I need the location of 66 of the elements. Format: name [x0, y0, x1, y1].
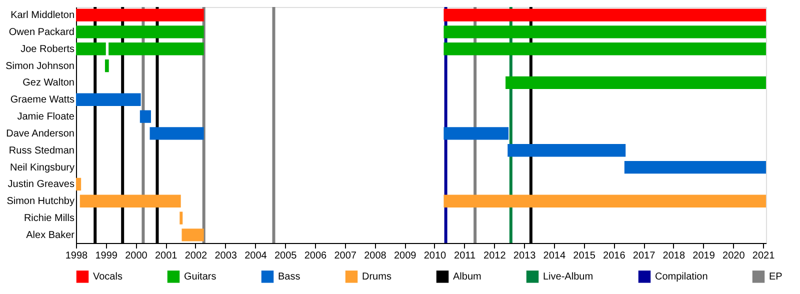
x-tick-label: 2012: [484, 250, 506, 262]
x-tick-label: 2017: [632, 250, 656, 262]
legend-label: Bass: [278, 272, 300, 283]
y-tick-label: Richie Mills: [24, 213, 74, 224]
x-tick-label: 2021: [752, 250, 776, 262]
x-tick-label: 2003: [214, 250, 238, 262]
x-tick-label: 2001: [154, 250, 178, 262]
bar: [150, 127, 204, 140]
bar: [76, 42, 106, 56]
bar: [444, 8, 766, 22]
x-tick-label: 1999: [95, 250, 118, 262]
bar: [140, 110, 151, 123]
y-tick-label: Joe Roberts: [20, 44, 74, 55]
x-tick-label: 2004: [244, 250, 268, 262]
bar: [444, 42, 766, 56]
x-tick-label: 2006: [304, 250, 328, 262]
y-tick-label: Simon Johnson: [6, 60, 74, 72]
bar: [506, 76, 766, 90]
x-tick-label: 2019: [692, 250, 716, 262]
y-tick-label: Simon Hutchby: [6, 196, 74, 208]
legend-label: Drums: [362, 272, 392, 283]
x-tick-label: 2008: [364, 250, 387, 262]
bar: [444, 127, 509, 140]
y-tick-label: Russ Stedman: [8, 145, 74, 156]
legend-label: Compilation: [655, 272, 708, 283]
bar: [104, 59, 109, 72]
y-tick-label: Dave Anderson: [6, 128, 74, 140]
bar: [76, 8, 204, 22]
legend-label: Album: [453, 272, 482, 283]
bar: [76, 93, 141, 106]
bar: [108, 42, 204, 56]
x-tick-label: 2002: [184, 250, 208, 262]
bar: [76, 178, 82, 191]
bar: [76, 26, 204, 38]
legend-label: EP: [769, 272, 783, 283]
bar: [624, 160, 766, 174]
x-tick-label: 2007: [334, 250, 357, 262]
y-tick-label: Alex Baker: [26, 230, 76, 241]
y-tick-label: Gez Walton: [22, 78, 74, 89]
x-tick-label: 2014: [543, 250, 566, 262]
bar: [180, 212, 183, 224]
x-tick-label: 2016: [603, 250, 626, 262]
y-tick-label: Jamie Floate: [17, 112, 75, 123]
x-tick-label: 2015: [573, 250, 596, 262]
bar: [444, 194, 766, 208]
y-tick-label: Karl Middleton: [10, 10, 74, 22]
bar: [182, 228, 204, 242]
bar: [80, 194, 181, 208]
bar: [444, 26, 766, 38]
y-tick-label: Owen Packard: [8, 26, 74, 38]
legend-label: Live-Album: [543, 272, 594, 283]
x-tick-label: 1998: [65, 250, 88, 262]
y-tick-label: Neil Kingsbury: [10, 162, 74, 174]
x-tick-label: 2005: [274, 250, 298, 262]
x-tick-label: 2000: [125, 250, 148, 262]
bar: [508, 144, 626, 157]
y-tick-label: Graeme Watts: [10, 94, 74, 106]
x-tick-label: 2018: [662, 250, 686, 262]
legend-label: Guitars: [184, 272, 216, 283]
x-tick-label: 2013: [513, 250, 536, 262]
x-tick-label: 2020: [722, 250, 746, 262]
x-tick-label: 2011: [454, 250, 476, 262]
x-tick-label: 2010: [424, 250, 446, 262]
x-tick-label: 2009: [394, 250, 417, 262]
y-tick-label: Justin Greaves: [8, 179, 74, 190]
legend-label: Vocals: [93, 272, 122, 283]
